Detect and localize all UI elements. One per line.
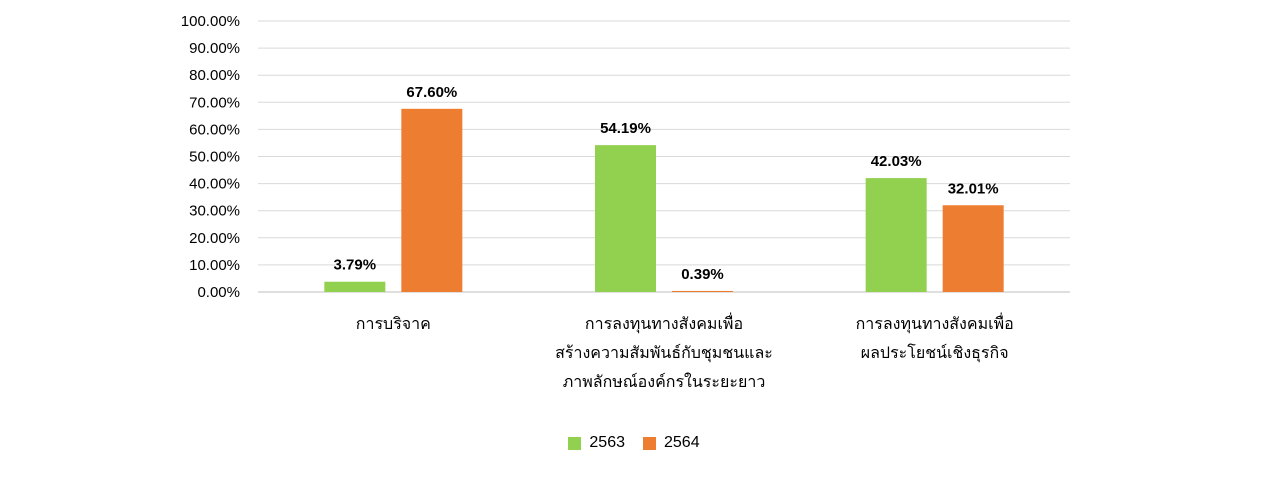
legend-item-2564: 2564	[643, 434, 700, 452]
bar-2563	[865, 178, 927, 292]
data-label: 3.79%	[334, 257, 377, 274]
y-tick-label: 20.00%	[189, 230, 240, 247]
legend-label-2563: 2563	[589, 434, 625, 451]
legend-item-2563: 2563	[568, 434, 625, 452]
x-category-label: ภาพลักษณ์องค์กรในระยะยาว	[563, 372, 766, 391]
bar-2564	[401, 108, 463, 292]
x-category-label: ผลประโยชน์เชิงธุรกิจ	[861, 343, 1009, 363]
y-tick-label: 60.00%	[189, 121, 240, 138]
y-tick-label: 0.00%	[197, 284, 240, 301]
data-label: 32.01%	[948, 180, 999, 197]
legend: 2563 2564	[0, 434, 1268, 452]
y-tick-label: 40.00%	[189, 176, 240, 193]
data-label: 54.19%	[600, 120, 651, 137]
bar-2563	[595, 145, 656, 292]
y-tick-label: 30.00%	[189, 203, 240, 220]
y-axis-ticks: 0.00% 10.00% 20.00% 30.00% 40.00% 50.00% 60.00…	[181, 13, 240, 301]
y-tick-label: 80.00%	[189, 67, 240, 84]
x-category-label: การลงทุนทางสังคมเพื่อ	[585, 312, 743, 334]
x-category-label: การลงทุนทางสังคมเพื่อ	[856, 312, 1014, 334]
data-label: 0.39%	[681, 266, 724, 283]
bar-2564	[672, 290, 733, 292]
y-tick-label: 90.00%	[189, 40, 240, 57]
legend-swatch-2563	[568, 436, 582, 450]
x-category-label: สร้างความสัมพันธ์กับชุมชนและ	[555, 343, 773, 363]
data-labels: 3.79% 67.60% 54.19% 0.39% 42.03% 32.01%	[334, 84, 999, 283]
x-axis-categories: การบริจาค การลงทุนทางสังคมเพื่อสร้างความส…	[356, 312, 1014, 391]
y-tick-label: 10.00%	[189, 257, 240, 274]
data-label: 42.03%	[871, 153, 922, 170]
gridlines	[258, 20, 1070, 293]
y-tick-label: 70.00%	[189, 94, 240, 111]
legend-label-2564: 2564	[664, 434, 700, 451]
y-tick-label: 50.00%	[189, 149, 240, 166]
y-tick-label: 100.00%	[181, 13, 240, 30]
bars	[324, 108, 1004, 292]
x-category-label: การบริจาค	[356, 316, 431, 333]
legend-swatch-2564	[643, 436, 656, 450]
bar-2564	[942, 205, 1004, 292]
data-label: 67.60%	[406, 84, 457, 101]
bar-2563	[324, 281, 386, 292]
